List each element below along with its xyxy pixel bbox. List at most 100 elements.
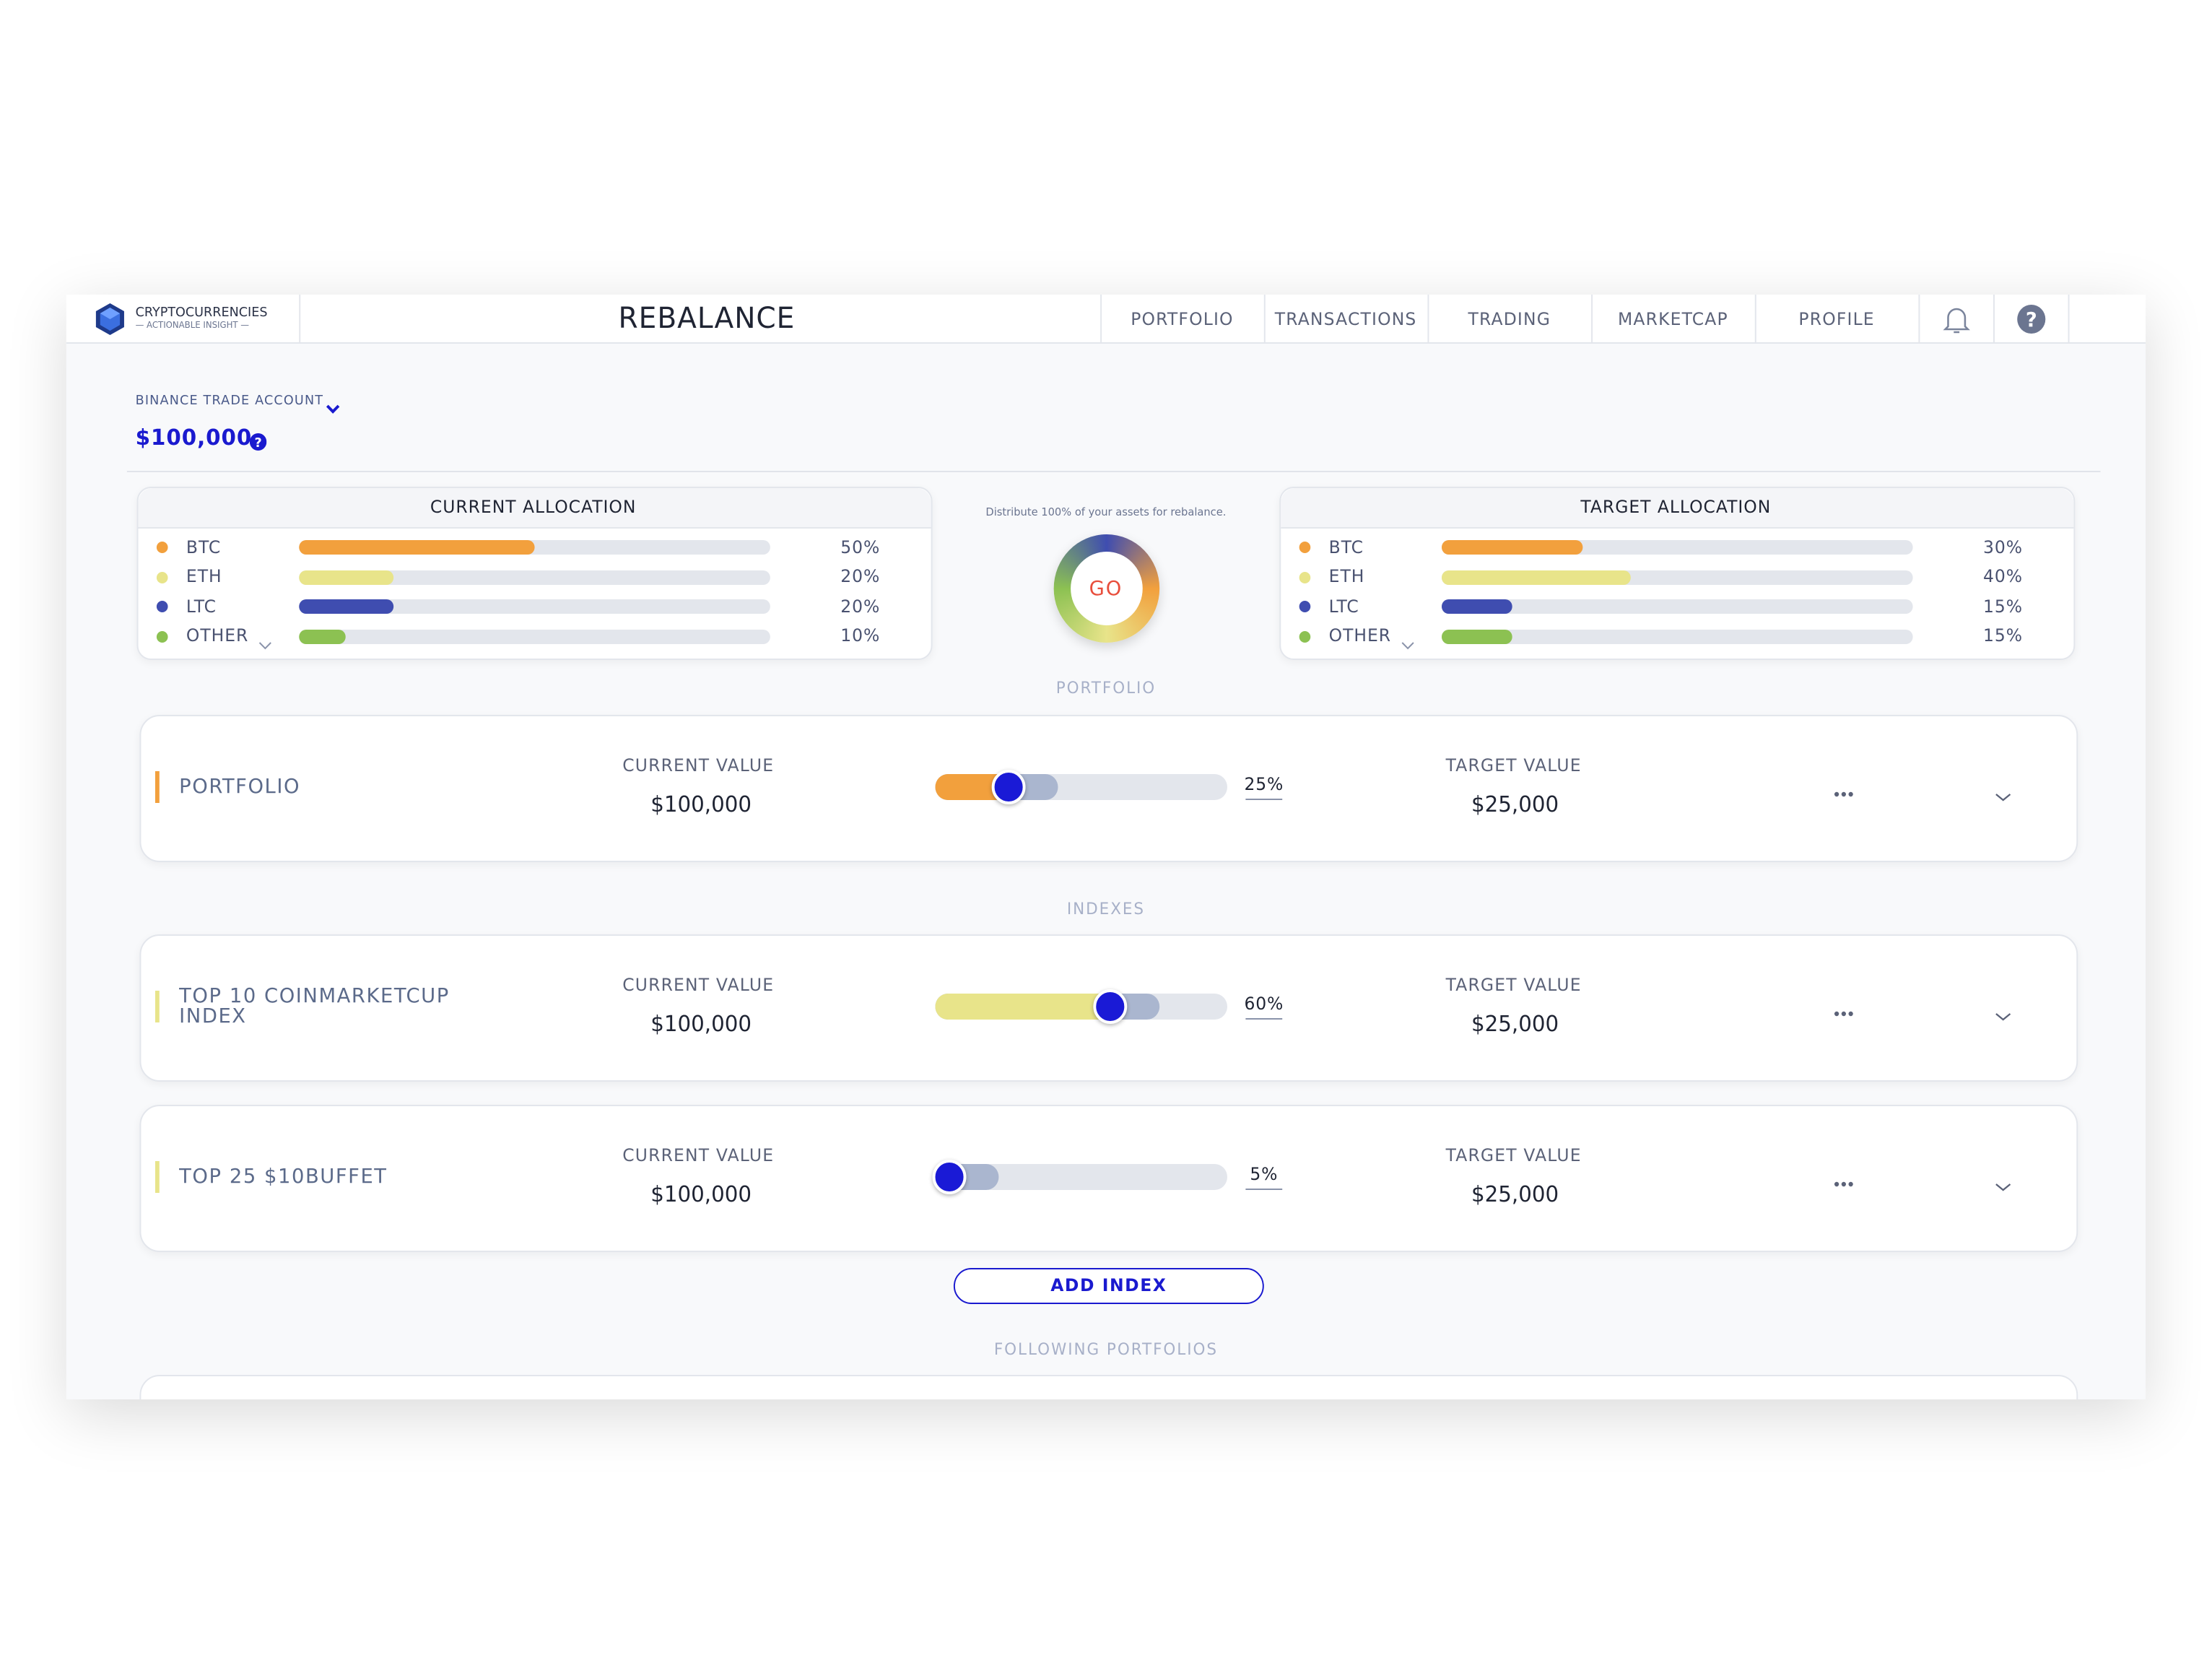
- account-balance: $100,000: [135, 425, 253, 451]
- asset-name: OTHER: [1328, 625, 1392, 646]
- nav-item[interactable]: TRADING: [1468, 308, 1551, 329]
- percent-label: 20%: [840, 566, 881, 587]
- other-expand[interactable]: [258, 630, 273, 650]
- percent-underline: [1245, 1018, 1283, 1020]
- help-icon[interactable]: ?: [2014, 302, 2048, 336]
- bar-fill: [1441, 629, 1512, 643]
- account-dropdown[interactable]: [326, 394, 340, 414]
- legend-dot: [1299, 571, 1311, 583]
- row-accent: [154, 771, 160, 803]
- row-card: [139, 1375, 2078, 1399]
- go-button[interactable]: GO: [1089, 577, 1123, 601]
- asset-name: BTC: [186, 537, 222, 557]
- percent-label: 40%: [1982, 566, 2024, 587]
- svg-text:?: ?: [2026, 308, 2037, 331]
- allocation-title: CURRENT ALLOCATION: [430, 496, 637, 517]
- notifications-icon[interactable]: [1940, 302, 1974, 336]
- asset-name: BTC: [1328, 537, 1364, 557]
- percent-label: 15%: [1982, 596, 2024, 617]
- asset-name: ETH: [1328, 566, 1365, 587]
- rebalance-hint: Distribute 100% of your assets for rebal…: [985, 505, 1227, 518]
- logo-icon: [95, 302, 126, 336]
- target-value-label: TARGET VALUE: [1445, 755, 1582, 776]
- nav-item[interactable]: MARKETCAP: [1618, 308, 1728, 329]
- target-value: $25,000: [1471, 1181, 1559, 1207]
- percent-label: 30%: [1982, 537, 2024, 557]
- nav-divider: [1918, 295, 1920, 344]
- nav-item[interactable]: PROFILE: [1798, 308, 1875, 329]
- current-value-label: CURRENT VALUE: [622, 755, 775, 776]
- target-value-label: TARGET VALUE: [1445, 974, 1582, 995]
- legend-dot: [156, 630, 168, 642]
- percent-label: 10%: [840, 625, 881, 646]
- current-value-label: CURRENT VALUE: [622, 1144, 775, 1165]
- current-value-label: CURRENT VALUE: [622, 974, 775, 995]
- percent-underline: [1245, 799, 1283, 800]
- allocation-title: TARGET ALLOCATION: [1580, 496, 1772, 517]
- bar-fill: [299, 629, 347, 643]
- bar-fill: [299, 540, 535, 555]
- legend-dot: [1299, 542, 1311, 553]
- other-expand[interactable]: [1401, 630, 1415, 650]
- row-menu[interactable]: [1832, 1170, 1855, 1187]
- percent-label: 50%: [840, 537, 881, 557]
- add-index-button[interactable]: [953, 1268, 1264, 1304]
- dark-mode-toggle[interactable]: [2088, 302, 2122, 336]
- svg-text:?: ?: [254, 435, 261, 451]
- percent-label: 20%: [840, 596, 881, 617]
- section-title: FOLLOWING PORTFOLIOS: [993, 1340, 1219, 1360]
- nav-item[interactable]: TRANSACTIONS: [1274, 308, 1417, 329]
- nav-divider: [1993, 295, 1995, 344]
- bar-track: [1441, 629, 1913, 643]
- nav-divider: [1591, 295, 1593, 344]
- row-name: TOP 25 $10BUFFET: [179, 1165, 388, 1189]
- legend-dot: [1299, 601, 1311, 612]
- bar-fill: [299, 599, 393, 614]
- asset-name: ETH: [186, 566, 222, 587]
- bar-track: [299, 570, 770, 584]
- asset-name: LTC: [1328, 596, 1359, 617]
- page-title: REBALANCE: [618, 300, 796, 335]
- slider-thumb[interactable]: [933, 1160, 967, 1194]
- account-name[interactable]: BINANCE TRADE ACCOUNT: [135, 394, 324, 409]
- bar-fill: [1441, 570, 1631, 584]
- row-expand[interactable]: [1995, 781, 2011, 802]
- add-index-label[interactable]: ADD INDEX: [1050, 1274, 1167, 1295]
- divider: [299, 295, 301, 344]
- row-menu[interactable]: [1832, 780, 1855, 797]
- slider-thumb[interactable]: [1093, 989, 1128, 1024]
- percent-underline: [1245, 1189, 1283, 1190]
- go-inner: [1071, 552, 1143, 625]
- bar-track: [299, 629, 770, 643]
- slider-thumb[interactable]: [991, 770, 1026, 804]
- balance-help[interactable]: ?: [249, 429, 267, 451]
- legend-dot: [156, 571, 168, 583]
- target-value-label: TARGET VALUE: [1445, 1144, 1582, 1165]
- asset-name: OTHER: [186, 625, 249, 646]
- legend-dot: [156, 601, 168, 612]
- nav-divider: [1427, 295, 1429, 344]
- row-menu[interactable]: [1832, 999, 1855, 1017]
- current-value: $100,000: [650, 791, 752, 817]
- current-value: $100,000: [650, 1011, 752, 1037]
- target-value: $25,000: [1471, 1011, 1559, 1037]
- row-name: PORTFOLIO: [179, 776, 301, 799]
- nav-divider: [2068, 295, 2070, 344]
- nav-divider: [1263, 295, 1266, 344]
- allocation-percent: 5%: [1250, 1163, 1279, 1184]
- row-expand[interactable]: [1995, 1171, 2011, 1191]
- row-name: TOP 10 COINMARKETCUP INDEX: [179, 985, 450, 1028]
- row-expand[interactable]: [1995, 1001, 2011, 1021]
- nav-item[interactable]: PORTFOLIO: [1131, 308, 1234, 329]
- bar-track: [299, 599, 770, 614]
- bar-fill: [1441, 599, 1512, 614]
- separator: [126, 471, 2101, 472]
- row-accent: [154, 991, 160, 1022]
- current-value: $100,000: [650, 1181, 752, 1207]
- legend-dot: [156, 542, 168, 553]
- target-value: $25,000: [1471, 791, 1559, 817]
- percent-label: 15%: [1982, 625, 2024, 646]
- slider-fill: [935, 994, 1111, 1020]
